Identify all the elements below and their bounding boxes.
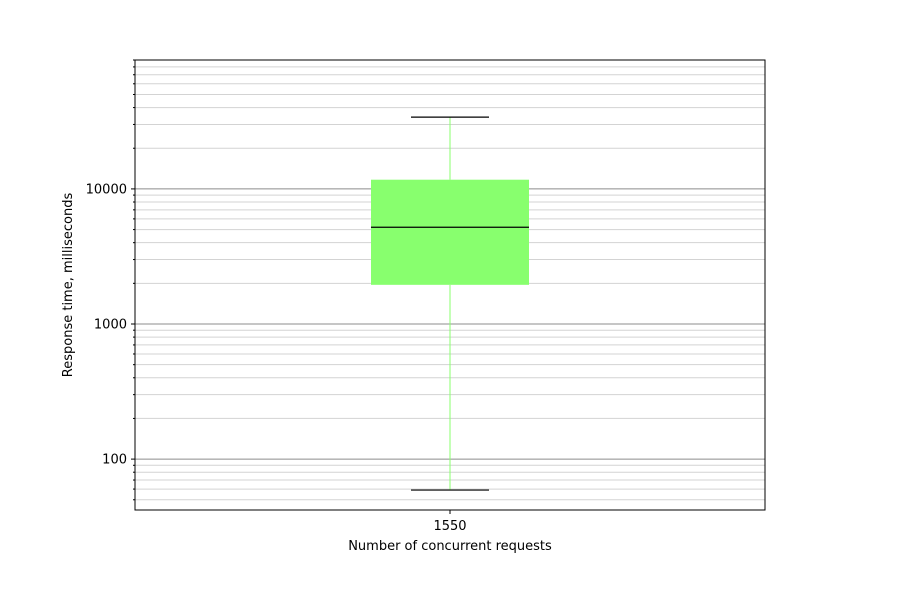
y-tick-label: 10000 [86, 182, 127, 197]
y-tick-label: 100 [102, 453, 127, 468]
y-axis-ticks: 100 1000 10000 [86, 59, 135, 501]
boxes [371, 116, 529, 491]
y-axis-label: Response time, milliseconds [61, 193, 76, 378]
x-axis-ticks: 1550 [433, 510, 467, 534]
x-axis-label: Number of concurrent requests [348, 539, 552, 554]
box [371, 179, 529, 285]
x-tick-label: 1550 [433, 519, 466, 534]
y-tick-label: 1000 [94, 318, 127, 333]
